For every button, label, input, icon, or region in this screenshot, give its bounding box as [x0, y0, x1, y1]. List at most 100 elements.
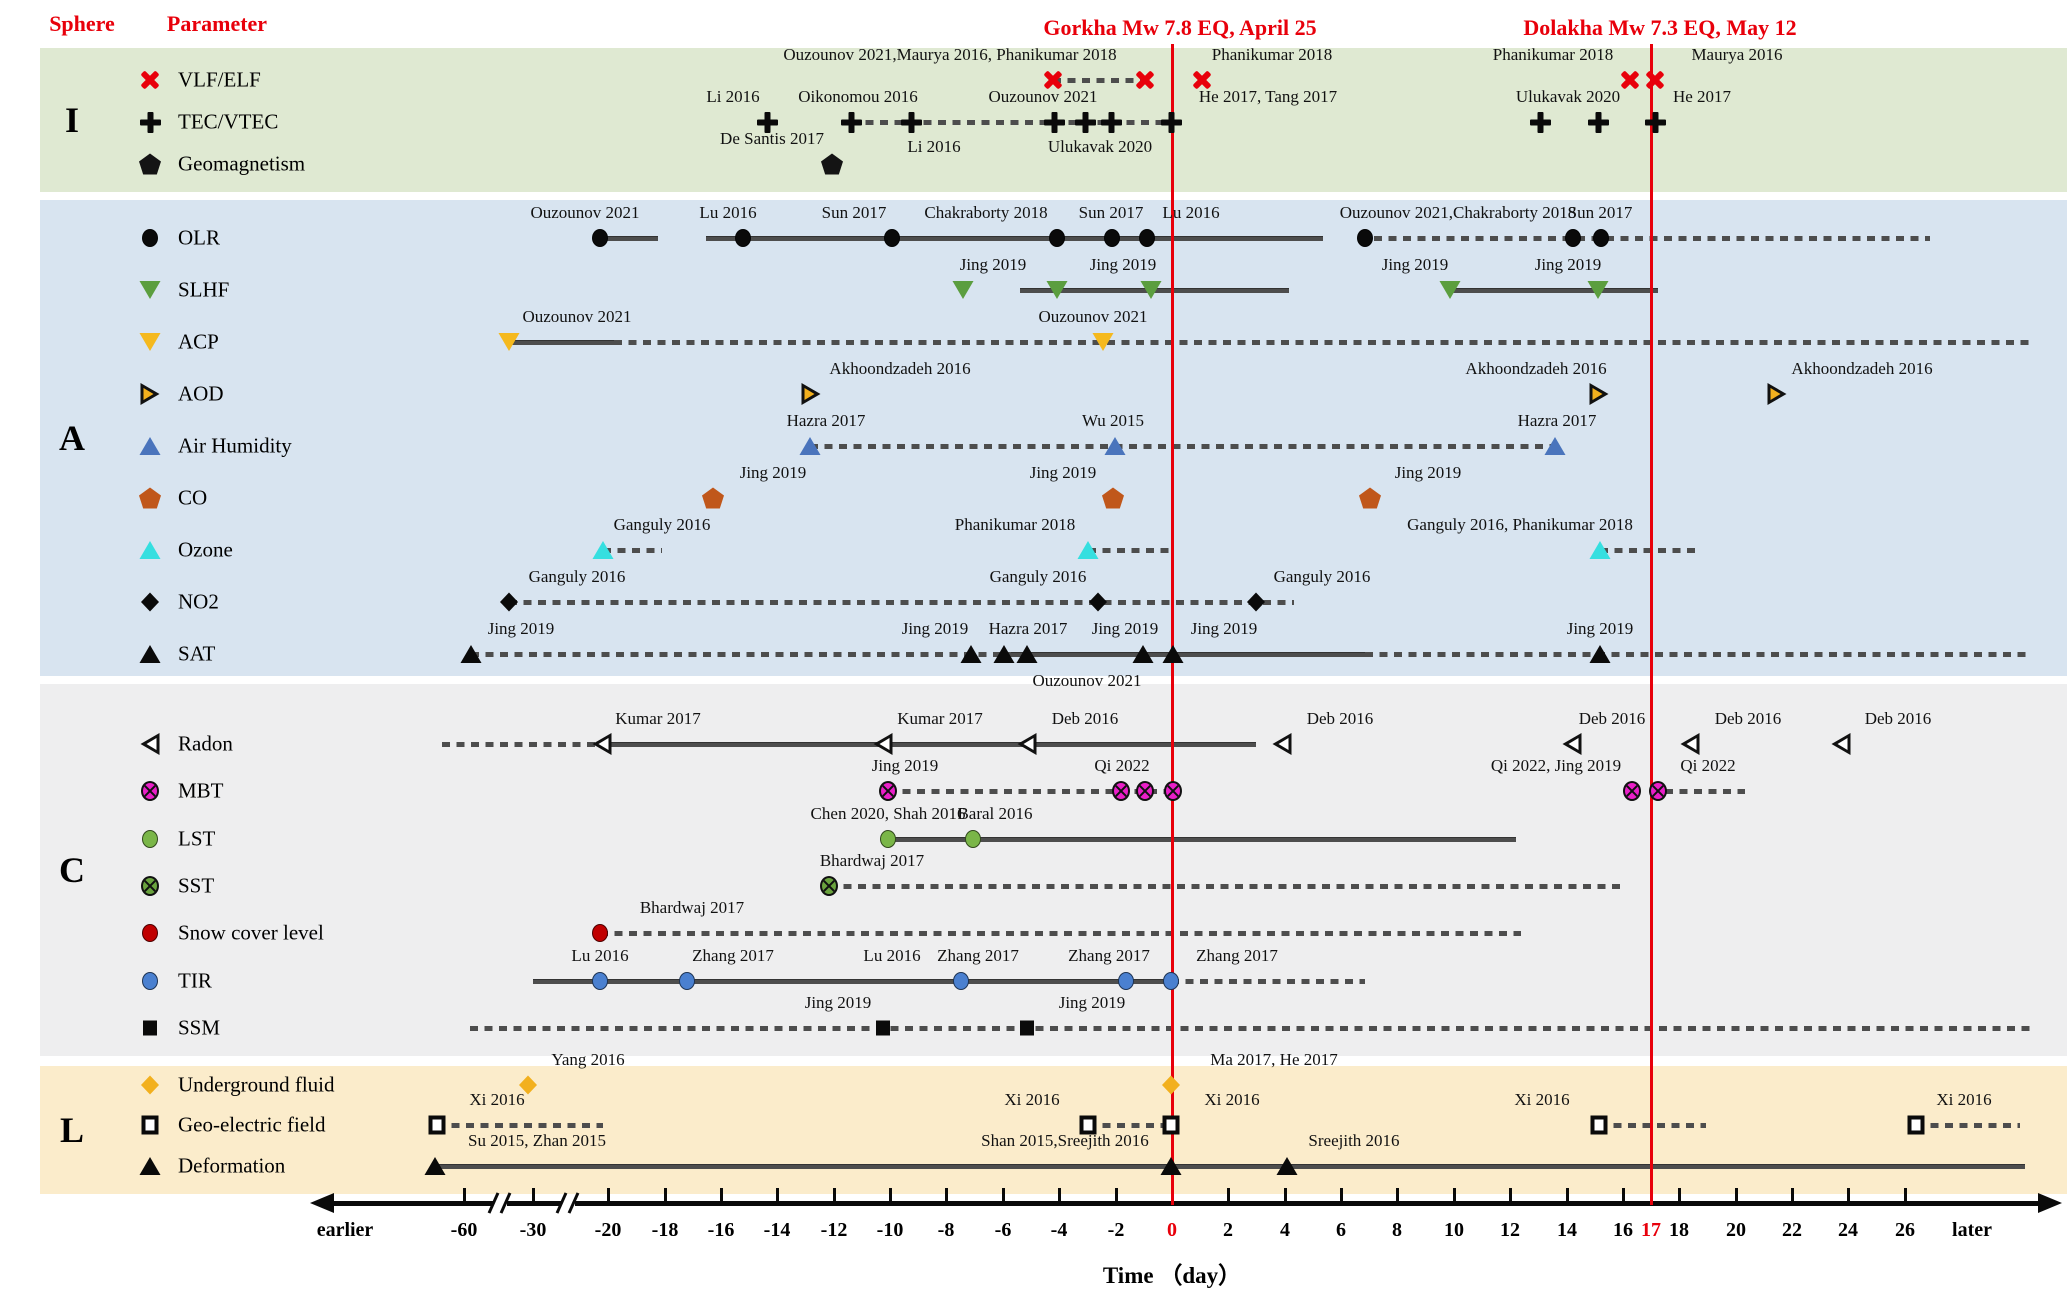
axis-tick-16	[1621, 1188, 1625, 1202]
legend-label-slhf: SLHF	[178, 277, 230, 302]
legend-label-lst: LST	[178, 826, 216, 851]
underground-fluid-marker-1	[1162, 1075, 1180, 1095]
eq-line-dolakha	[1649, 44, 1653, 1205]
legend-label-olr: OLR	[178, 225, 220, 250]
tir-marker-0	[592, 972, 608, 990]
acp-line-1	[614, 339, 2030, 345]
axis-tick--16	[719, 1188, 723, 1202]
axis-tick-24	[1846, 1188, 1850, 1202]
axis-tick-label--16: -16	[707, 1219, 735, 1241]
snow-cover-level-line-0	[600, 930, 1521, 936]
no2-marker-0	[500, 592, 518, 612]
axis-tick-label-8: 8	[1392, 1219, 1402, 1241]
geo-electric-field-marker-1	[1079, 1115, 1097, 1135]
olr-marker-1	[735, 229, 751, 247]
axis-tick-label-6: 6	[1336, 1219, 1346, 1241]
geo-electric-field-line-1	[1088, 1122, 1171, 1128]
olr-marker-6	[1357, 229, 1373, 247]
axis-tick-14	[1565, 1188, 1569, 1202]
eq-line-gorkha	[1170, 44, 1174, 1205]
tec-vtec-marker-0	[757, 112, 778, 133]
axis-tick--60	[462, 1188, 466, 1202]
axis-tick-4	[1283, 1188, 1287, 1202]
legend-label-ssm: SSM	[178, 1015, 221, 1040]
legend-label-ozone: Ozone	[178, 537, 233, 562]
legend-label-underground-fluid: Underground fluid	[178, 1072, 335, 1097]
geo-electric-field-line-2	[1599, 1122, 1706, 1128]
olr-marker-0	[592, 229, 608, 247]
axis-tick-label-17: 17	[1641, 1219, 1661, 1241]
slhf-line-1	[1450, 287, 1658, 293]
sst-line-0	[829, 883, 1625, 889]
eq-title-gorkha: Gorkha Mw 7.8 EQ, April 25	[1043, 15, 1317, 40]
vlf-elf-marker-3	[1620, 70, 1640, 90]
vlf-elf-line-0	[1053, 77, 1145, 83]
tec-vtec-marker-8	[1588, 112, 1609, 133]
mbt-legend-icon	[141, 781, 159, 801]
geo-electric-field-legend-icon	[141, 1115, 159, 1135]
axis-tick--6	[1001, 1188, 1005, 1202]
axis-tick-label--60: -60	[450, 1219, 478, 1241]
mbt-marker-2	[1136, 781, 1154, 801]
band-L	[40, 1066, 2067, 1194]
olr-marker-4	[1104, 229, 1120, 247]
axis-tick-label--6: -6	[994, 1219, 1012, 1241]
geo-electric-field-line-3	[1916, 1122, 2020, 1128]
sphere-letter-C: C	[59, 850, 85, 890]
legend-label-geo-electric-field: Geo-electric field	[178, 1112, 326, 1137]
underground-fluid-marker-0	[519, 1075, 537, 1095]
axis-tick-2	[1226, 1188, 1230, 1202]
axis-earlier-label: earlier	[316, 1219, 374, 1241]
legend-label-radon: Radon	[178, 731, 233, 756]
no2-marker-1	[1089, 592, 1107, 612]
geo-electric-field-marker-4	[1907, 1115, 1925, 1135]
tir-marker-3	[1118, 972, 1134, 990]
ozone-line-1	[1088, 547, 1170, 553]
tir-marker-1	[679, 972, 695, 990]
mbt-marker-3	[1164, 781, 1182, 801]
ssm-marker-1	[1020, 1020, 1034, 1036]
band-A	[40, 200, 2067, 676]
mbt-marker-5	[1649, 781, 1667, 801]
mbt-marker-4	[1623, 781, 1641, 801]
vlf-elf-marker-1	[1135, 70, 1155, 90]
legend-label-vlf-elf: VLF/ELF	[178, 67, 261, 92]
axis-tick--30	[531, 1188, 535, 1202]
legend-label-no2: NO2	[178, 589, 219, 614]
olr-marker-8	[1593, 229, 1609, 247]
lst-legend-icon	[142, 830, 158, 848]
axis-tick--10	[888, 1188, 892, 1202]
legend-label-mbt: MBT	[178, 778, 224, 803]
deformation-line-0	[435, 1163, 2025, 1169]
axis-tick--12	[832, 1188, 836, 1202]
axis-tick--2	[1114, 1188, 1118, 1202]
axis-tick-label--14: -14	[763, 1219, 791, 1241]
sst-legend-icon	[141, 876, 159, 896]
tir-line-0	[533, 978, 1171, 984]
time-axis-title: Time （day）	[1102, 1263, 1242, 1288]
legend-label-sat: SAT	[178, 641, 216, 666]
legend-label-air-humidity: Air Humidity	[178, 433, 292, 458]
tec-vtec-marker-1	[841, 112, 862, 133]
tir-line-1	[1171, 978, 1365, 984]
axis-later-label: later	[1952, 1219, 1992, 1241]
legend-label-tir: TIR	[178, 968, 212, 993]
axis-tick-label--30: -30	[519, 1219, 547, 1241]
ssm-legend-icon	[143, 1020, 157, 1036]
olr-marker-5	[1139, 229, 1155, 247]
band-C	[40, 684, 2067, 1056]
axis-arrow-right	[2038, 1193, 2062, 1213]
sphere-column-header: Sphere	[49, 11, 115, 36]
axis-tick-12	[1508, 1188, 1512, 1202]
olr-marker-7	[1565, 229, 1581, 247]
axis-tick--20	[606, 1188, 610, 1202]
tec-vtec-line-0	[851, 119, 1171, 125]
no2-line-0	[509, 599, 1294, 605]
axis-tick-18	[1677, 1188, 1681, 1202]
axis-tick--4	[1057, 1188, 1061, 1202]
lst-line-0	[888, 836, 1516, 842]
radon-line-1	[602, 741, 1256, 747]
axis-tick-6	[1339, 1188, 1343, 1202]
co-legend-icon	[139, 487, 161, 509]
